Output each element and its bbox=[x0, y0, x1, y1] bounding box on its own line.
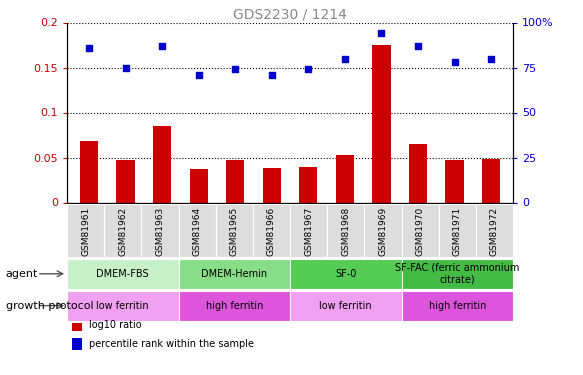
Point bbox=[450, 59, 459, 65]
Bar bbox=[290, 259, 402, 289]
Point bbox=[194, 72, 203, 78]
Text: SF-0: SF-0 bbox=[335, 269, 356, 279]
Point bbox=[121, 64, 130, 70]
Bar bbox=[141, 204, 178, 257]
Text: GSM81966: GSM81966 bbox=[267, 207, 276, 256]
Text: GSM81971: GSM81971 bbox=[453, 207, 462, 256]
Bar bbox=[290, 204, 327, 257]
Text: GSM81965: GSM81965 bbox=[230, 207, 239, 256]
Text: GSM81963: GSM81963 bbox=[156, 207, 164, 256]
Text: GSM81964: GSM81964 bbox=[192, 207, 202, 256]
Text: low ferritin: low ferritin bbox=[96, 301, 149, 310]
Bar bbox=[153, 126, 171, 202]
Bar bbox=[178, 259, 290, 289]
Text: GSM81969: GSM81969 bbox=[378, 207, 388, 256]
Bar bbox=[178, 204, 216, 257]
Text: percentile rank within the sample: percentile rank within the sample bbox=[89, 339, 254, 349]
Point bbox=[85, 45, 94, 51]
Bar bbox=[373, 45, 391, 203]
Bar bbox=[178, 291, 290, 321]
Text: GSM81961: GSM81961 bbox=[81, 207, 90, 256]
Point bbox=[486, 56, 496, 62]
Point bbox=[157, 43, 167, 49]
Bar bbox=[445, 160, 463, 202]
Bar bbox=[80, 141, 98, 202]
Bar bbox=[117, 160, 135, 202]
Bar bbox=[67, 204, 104, 257]
Bar bbox=[327, 204, 364, 257]
Point bbox=[413, 43, 423, 49]
Bar bbox=[482, 159, 500, 202]
Text: low ferritin: low ferritin bbox=[319, 301, 372, 310]
Text: log10 ratio: log10 ratio bbox=[89, 320, 142, 330]
Bar bbox=[72, 319, 82, 331]
Bar bbox=[409, 144, 427, 202]
Bar bbox=[104, 204, 141, 257]
Point bbox=[340, 56, 350, 62]
Text: GSM81962: GSM81962 bbox=[118, 207, 127, 256]
Bar bbox=[476, 204, 513, 257]
Bar bbox=[402, 259, 513, 289]
Point bbox=[230, 66, 240, 72]
Bar bbox=[72, 338, 82, 350]
Point bbox=[304, 66, 313, 72]
Text: SF-FAC (ferric ammonium
citrate): SF-FAC (ferric ammonium citrate) bbox=[395, 263, 519, 285]
Bar bbox=[364, 204, 402, 257]
Bar bbox=[67, 291, 178, 321]
Text: high ferritin: high ferritin bbox=[429, 301, 486, 310]
Text: growth protocol: growth protocol bbox=[6, 301, 93, 310]
Text: high ferritin: high ferritin bbox=[206, 301, 263, 310]
Bar bbox=[290, 291, 402, 321]
Bar bbox=[402, 204, 438, 257]
Bar bbox=[336, 155, 354, 203]
Point bbox=[267, 72, 276, 78]
Text: GSM81972: GSM81972 bbox=[490, 207, 499, 256]
Text: agent: agent bbox=[6, 269, 38, 279]
Text: GSM81968: GSM81968 bbox=[341, 207, 350, 256]
Text: DMEM-FBS: DMEM-FBS bbox=[96, 269, 149, 279]
Bar bbox=[402, 291, 513, 321]
Bar bbox=[67, 259, 178, 289]
Point bbox=[377, 30, 386, 36]
Text: GSM81967: GSM81967 bbox=[304, 207, 313, 256]
Bar bbox=[216, 204, 253, 257]
Title: GDS2230 / 1214: GDS2230 / 1214 bbox=[233, 8, 347, 21]
Bar bbox=[253, 204, 290, 257]
Bar bbox=[189, 169, 208, 202]
Text: DMEM-Hemin: DMEM-Hemin bbox=[201, 269, 268, 279]
Text: GSM81970: GSM81970 bbox=[416, 207, 424, 256]
Bar bbox=[226, 160, 244, 202]
Bar bbox=[262, 168, 281, 202]
Bar bbox=[438, 204, 476, 257]
Bar bbox=[299, 166, 318, 202]
